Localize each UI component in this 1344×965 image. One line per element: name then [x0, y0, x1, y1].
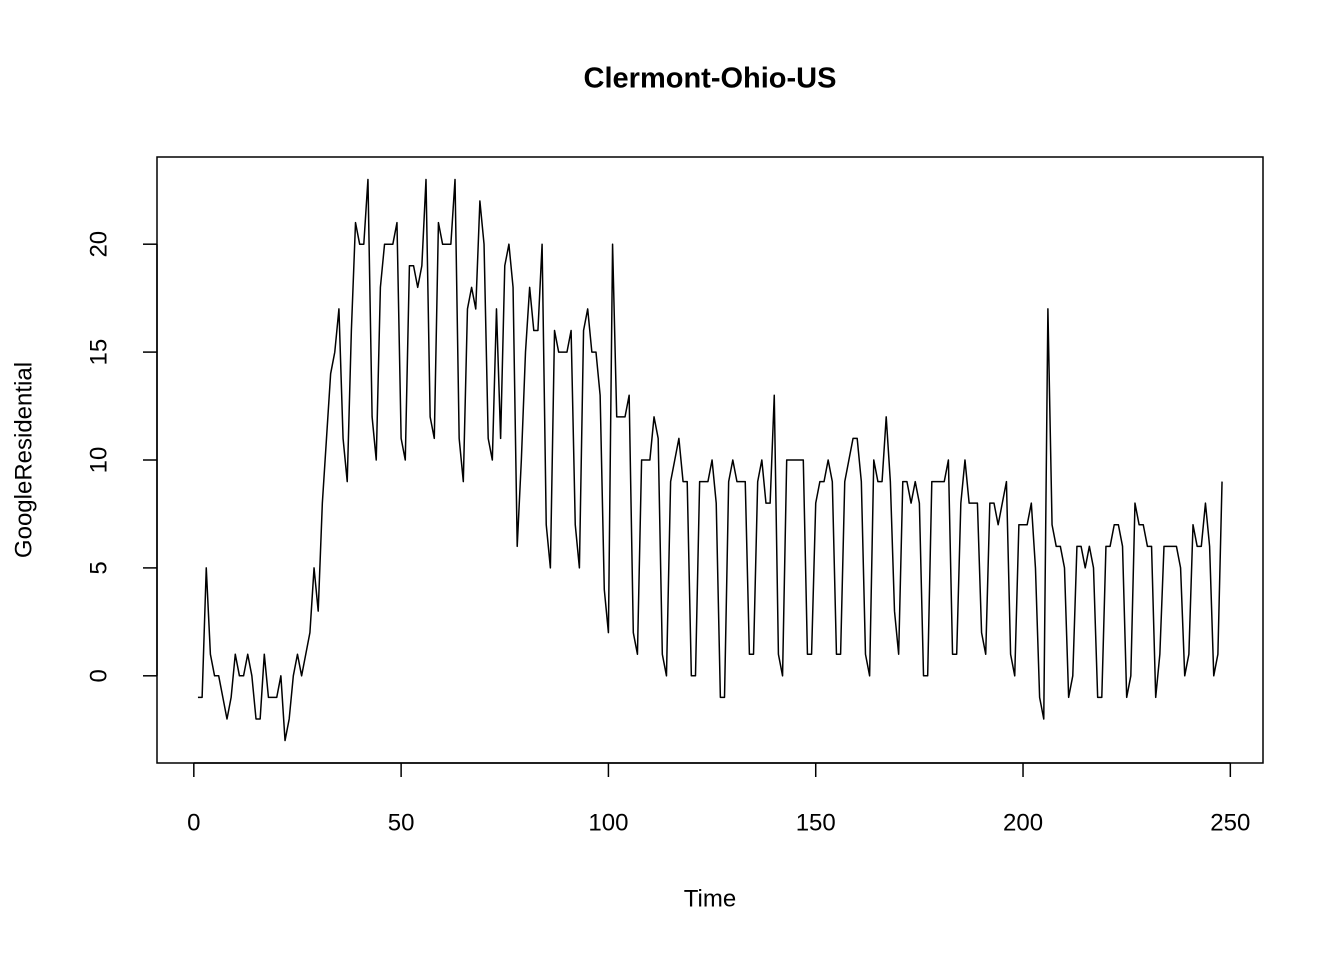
- x-tick-label: 50: [388, 809, 415, 836]
- x-axis-label: Time: [684, 885, 736, 912]
- y-axis-label: GoogleResidential: [10, 362, 37, 558]
- y-tick-label: 10: [85, 447, 112, 474]
- y-tick-label: 15: [85, 339, 112, 366]
- data-line: [197, 178, 1223, 742]
- y-tick-label: 0: [85, 669, 112, 682]
- x-tick-label: 100: [588, 809, 628, 836]
- y-tick-label: 5: [85, 561, 112, 574]
- x-tick-label: 150: [796, 809, 836, 836]
- x-tick-label: 0: [187, 809, 200, 836]
- x-tick-label: 200: [1003, 809, 1043, 836]
- y-tick-label: 20: [85, 231, 112, 258]
- x-tick-label: 250: [1210, 809, 1250, 836]
- chart-title: Clermont-Ohio-US: [584, 63, 837, 95]
